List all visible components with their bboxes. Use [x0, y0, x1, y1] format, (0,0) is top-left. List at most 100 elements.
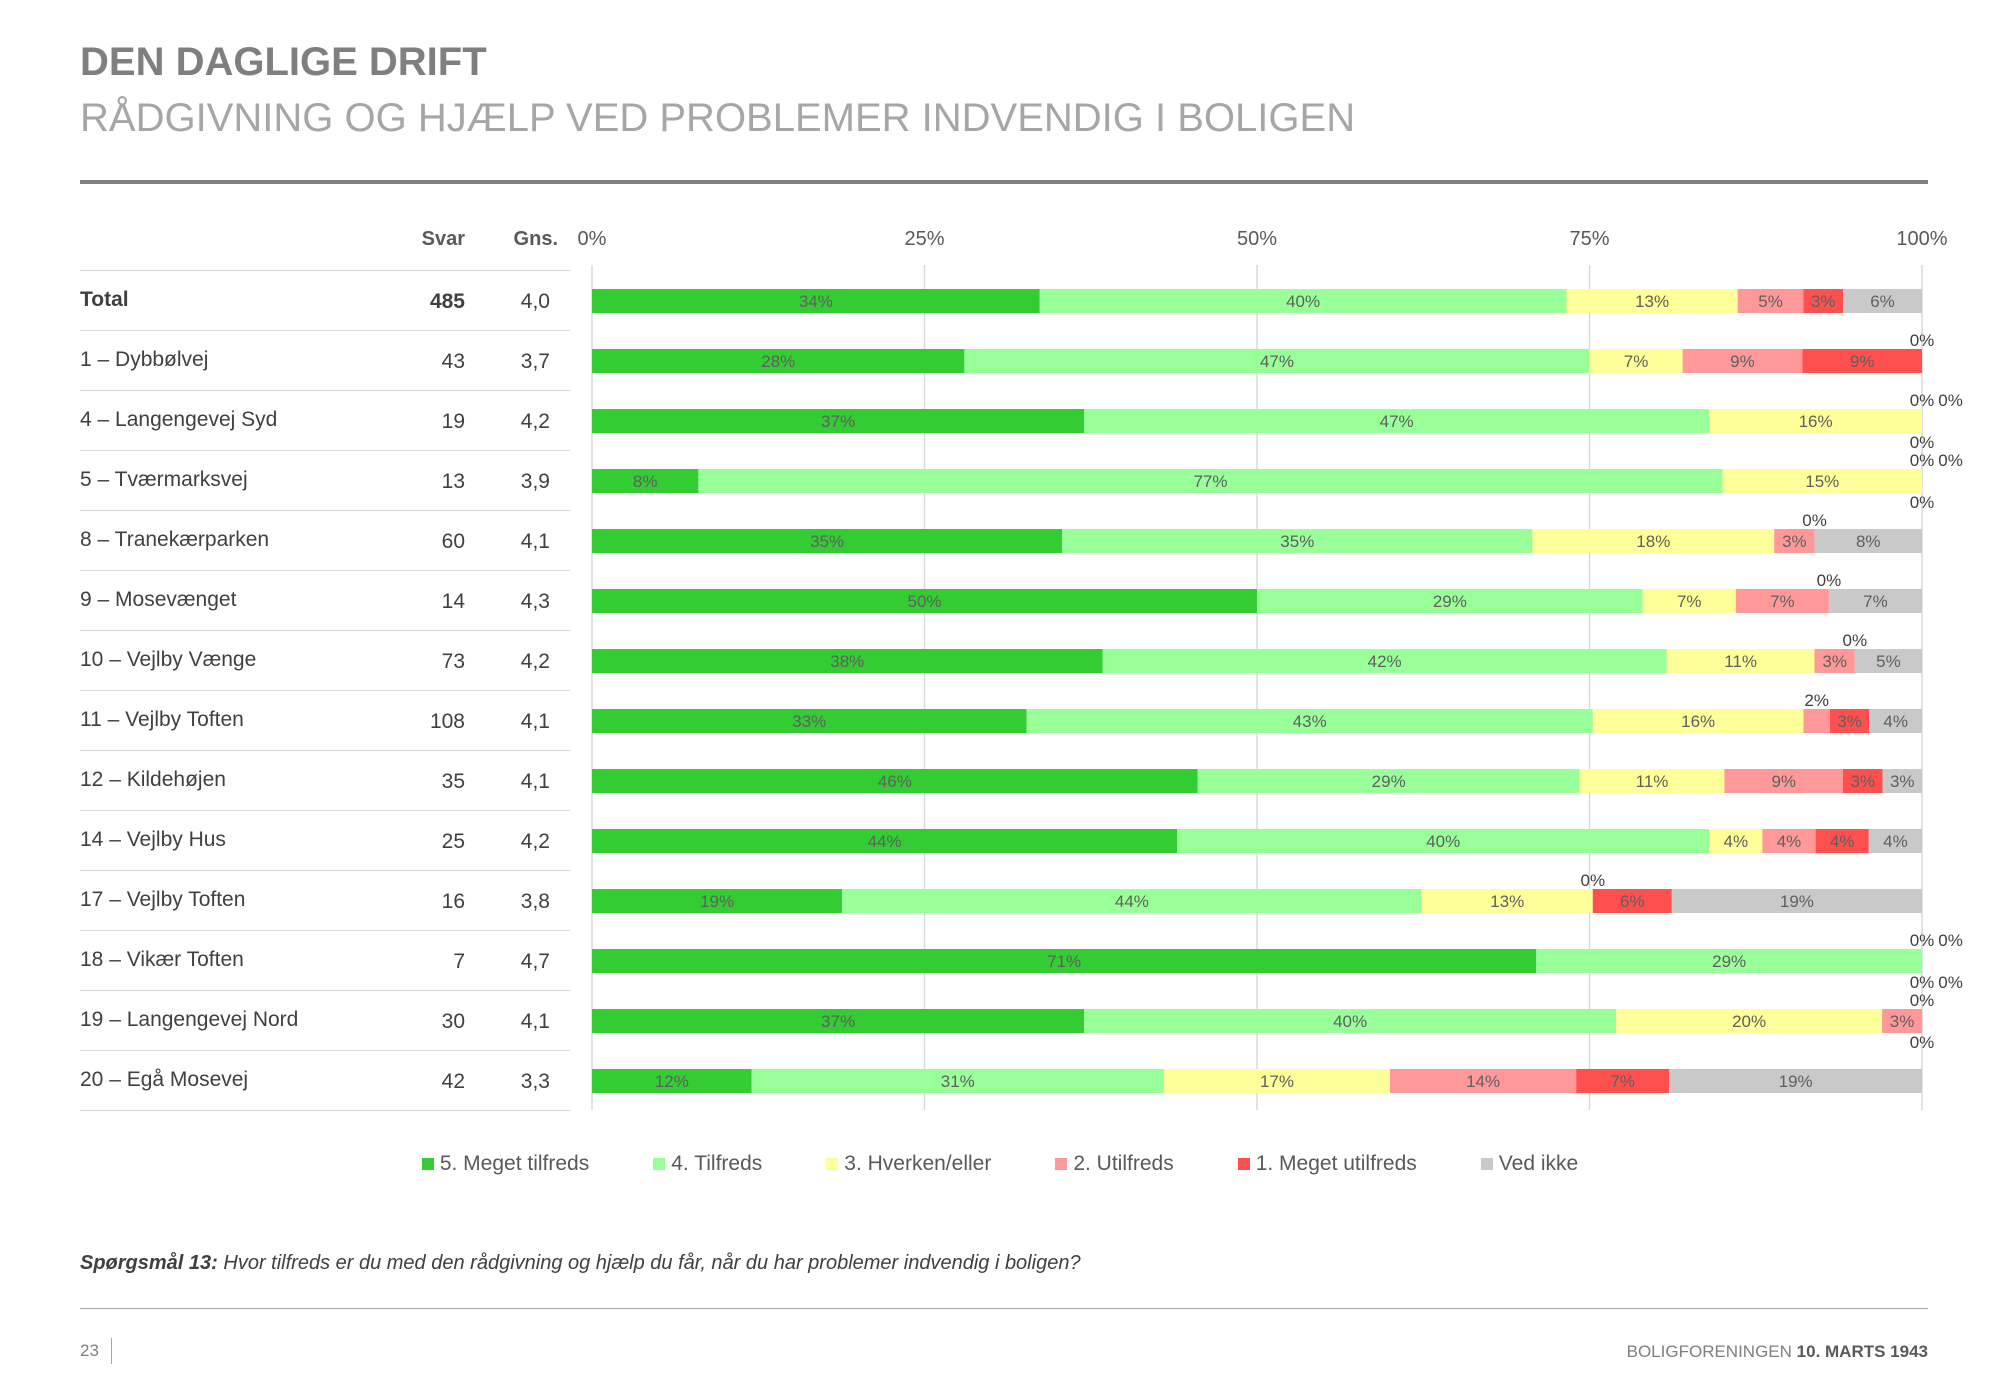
data-label: 16% — [1681, 712, 1715, 731]
data-label: 12% — [655, 1072, 689, 1091]
row-label: 8 – Tranekærparken — [80, 528, 270, 551]
bar-segment — [1709, 829, 1763, 853]
data-label: 40% — [1426, 832, 1460, 851]
bar-segment — [1882, 1009, 1922, 1033]
row-divider — [80, 690, 570, 691]
row-svar: 14 — [441, 590, 465, 613]
bar-segment — [1084, 409, 1710, 433]
row-divider — [80, 510, 570, 511]
legend-item: 1. Meget utilfreds — [1237, 1152, 1417, 1176]
row-svar: 42 — [441, 1070, 465, 1093]
row-gns: 4,2 — [520, 650, 550, 673]
row-gns: 4,1 — [520, 710, 550, 733]
data-label: 3% — [1782, 532, 1807, 551]
data-label: 47% — [1260, 352, 1294, 371]
row-label: 12 – Kildehøjen — [80, 768, 226, 791]
row-divider — [80, 930, 570, 931]
bar-segment — [592, 469, 699, 493]
page-number: 23 — [80, 1338, 112, 1364]
bar-segment — [1869, 709, 1922, 733]
data-label: 7% — [1863, 592, 1888, 611]
data-label: 0% — [1938, 451, 1963, 470]
legend-swatch — [1055, 1158, 1068, 1170]
row-label: 10 – Vejlby Vænge — [80, 648, 257, 671]
legend-label: 2. Utilfreds — [1073, 1152, 1174, 1175]
data-label: 11% — [1636, 772, 1669, 791]
data-label: 37% — [821, 412, 855, 431]
row-svar: 60 — [441, 530, 465, 553]
data-label: 0% — [1910, 991, 1935, 1010]
question-body: Hvor tilfreds er du med den rådgivning o… — [217, 1252, 1081, 1274]
data-label: 9% — [1850, 352, 1875, 371]
bar-segment — [1257, 589, 1643, 613]
data-label: 9% — [1730, 352, 1755, 371]
bar-segment — [1163, 1069, 1390, 1093]
col-header-svar: Svar — [421, 228, 465, 250]
x-tick-label: 50% — [1236, 228, 1278, 250]
row-label: 4 – Langengevej Syd — [80, 408, 278, 431]
row-svar: 35 — [441, 770, 465, 793]
bar-segment — [1566, 289, 1738, 313]
row-svar: 19 — [441, 410, 465, 433]
row-divider — [80, 330, 570, 331]
bar-segment — [1829, 709, 1870, 733]
data-label: 44% — [1115, 892, 1149, 911]
row-label: 11 – Vejlby Toften — [80, 708, 244, 731]
row-label: 1 – Dybbølvej — [80, 348, 209, 371]
legend-swatch — [1480, 1158, 1493, 1170]
data-label: 0% — [1910, 433, 1935, 452]
data-label: 13% — [1490, 892, 1524, 911]
row-label: 20 – Egå Mosevej — [80, 1068, 249, 1091]
row-gns: 4,7 — [520, 950, 550, 973]
row-svar: 108 — [429, 710, 465, 733]
bar-segment — [1814, 649, 1855, 673]
row-gns: 4,2 — [520, 410, 550, 433]
row-label: 14 – Vejlby Hus — [80, 828, 226, 851]
data-label: 18% — [1636, 532, 1670, 551]
row-svar: 13 — [441, 470, 465, 493]
data-label: 3% — [1811, 292, 1836, 311]
data-label: 33% — [792, 712, 826, 731]
bar-segment — [592, 1009, 1085, 1033]
legend-label: 1. Meget utilfreds — [1255, 1152, 1417, 1175]
legend-label: 4. Tilfreds — [671, 1152, 763, 1175]
bar-segment — [592, 949, 1537, 973]
bar-segment — [1737, 289, 1804, 313]
bar-segment — [1828, 589, 1922, 613]
data-label: 20% — [1732, 1012, 1766, 1031]
bar-segment — [1592, 709, 1804, 733]
legend-label: 3. Hverken/eller — [844, 1152, 992, 1175]
bar-segment — [1682, 349, 1803, 373]
header-rule — [80, 180, 1928, 184]
data-label: 19% — [1780, 892, 1814, 911]
row-svar: 30 — [441, 1010, 465, 1033]
row-label: 18 – Vikær Toften — [80, 948, 244, 971]
row-label: 5 – Tværmarksvej — [80, 468, 248, 491]
bar-segment — [1868, 829, 1922, 853]
data-label: 3% — [1890, 1012, 1915, 1031]
bar-segment — [592, 349, 965, 373]
data-label: 0% — [1802, 511, 1827, 530]
data-label: 4% — [1830, 832, 1855, 851]
data-label: 4% — [1883, 832, 1908, 851]
data-label: 2% — [1804, 691, 1829, 710]
bar-segment — [1532, 529, 1775, 553]
x-tick-label: 100% — [1896, 228, 1948, 250]
legend-item: 4. Tilfreds — [653, 1152, 762, 1176]
legend-swatch — [421, 1158, 434, 1170]
bar-segment — [592, 769, 1198, 793]
bar-segment — [1803, 289, 1843, 313]
data-label: 7% — [1677, 592, 1702, 611]
data-label: 3% — [1822, 652, 1847, 671]
bar-segment — [592, 589, 1257, 613]
data-label: 28% — [761, 352, 795, 371]
question-text: Spørgsmål 13: Hvor tilfreds er du med de… — [80, 1252, 1081, 1275]
data-label: 0% — [1938, 973, 1963, 992]
legend-swatch — [1237, 1158, 1250, 1170]
data-label: 15% — [1805, 472, 1839, 491]
data-label: 0% — [1910, 973, 1935, 992]
data-label: 3% — [1850, 772, 1875, 791]
bar-segment — [751, 1069, 1164, 1093]
legend-item: 5. Meget tilfreds — [421, 1152, 589, 1176]
row-gns: 4,0 — [520, 290, 550, 313]
